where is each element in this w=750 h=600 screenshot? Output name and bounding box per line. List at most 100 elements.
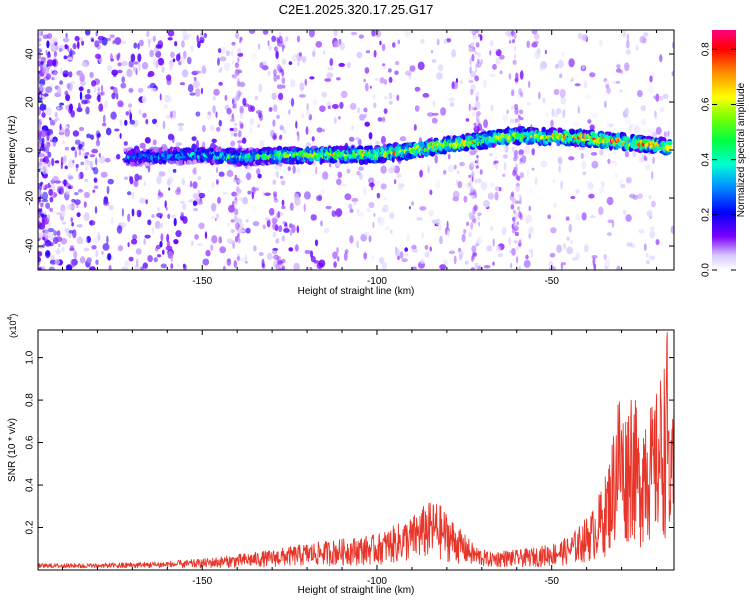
- colorbar-tick-label: 0.2: [701, 207, 712, 221]
- noise-blob: [41, 216, 45, 226]
- noise-blob: [422, 93, 430, 98]
- noise-blob: [383, 197, 387, 201]
- noise-blob: [344, 193, 352, 201]
- noise-blob: [468, 192, 474, 196]
- signal-blob: [276, 145, 283, 152]
- noise-blob: [106, 37, 112, 42]
- noise-blob: [281, 58, 287, 65]
- noise-blob: [110, 216, 114, 226]
- noise-blob: [38, 73, 41, 82]
- noise-blob: [453, 255, 457, 265]
- noise-blob: [91, 148, 99, 154]
- noise-blob: [331, 210, 337, 218]
- noise-blob: [577, 32, 583, 40]
- noise-blob: [96, 95, 99, 101]
- spectrogram-x-ticks: -150 -100 -50: [61, 30, 658, 287]
- noise-blob: [230, 229, 236, 234]
- noise-blob: [251, 191, 254, 200]
- noise-blob: [38, 208, 43, 213]
- noise-blob: [73, 250, 78, 260]
- noise-blob: [58, 44, 65, 52]
- noise-blob: [498, 253, 503, 258]
- noise-blob: [167, 37, 173, 41]
- noise-blob: [237, 188, 242, 194]
- noise-blob: [276, 114, 280, 120]
- noise-blob: [470, 267, 475, 270]
- noise-blob: [509, 36, 512, 43]
- noise-blob: [477, 265, 482, 270]
- noise-blob: [45, 49, 48, 56]
- noise-blob: [519, 172, 525, 179]
- noise-blob: [133, 179, 139, 188]
- noise-blob: [168, 187, 171, 191]
- noise-blob: [112, 40, 115, 45]
- noise-blob: [144, 137, 151, 144]
- noise-blob: [566, 246, 573, 255]
- noise-blob: [104, 157, 111, 163]
- snr-x-ticks: -150 -100 -50: [61, 330, 658, 587]
- noise-blob: [237, 179, 243, 184]
- spectrogram-y-ticks: -40 -20 0 20 40: [25, 48, 674, 253]
- noise-blob: [570, 78, 573, 83]
- noise-blob: [542, 97, 546, 104]
- noise-blob: [52, 210, 58, 215]
- noise-blob: [301, 113, 305, 118]
- signal-blob: [153, 146, 159, 153]
- noise-blob: [60, 185, 65, 195]
- noise-blob: [531, 167, 535, 171]
- noise-blob: [490, 104, 494, 112]
- noise-blob: [437, 64, 444, 72]
- noise-blob: [515, 184, 520, 192]
- noise-blob: [137, 53, 142, 62]
- noise-blob: [531, 148, 535, 156]
- noise-blob: [42, 34, 49, 39]
- noise-blob: [372, 93, 376, 100]
- noise-blob: [40, 115, 43, 123]
- noise-blob: [311, 136, 315, 142]
- noise-blob: [226, 258, 232, 266]
- noise-blob: [145, 199, 148, 205]
- noise-blob: [86, 133, 92, 139]
- noise-blob: [560, 51, 565, 57]
- noise-blob: [191, 136, 197, 142]
- noise-blob: [226, 107, 232, 115]
- noise-blob: [78, 126, 85, 132]
- noise-blob: [282, 220, 286, 225]
- figure-title: C2E1.2025.320.17.25.G17: [279, 2, 434, 17]
- noise-blob: [42, 148, 46, 152]
- noise-blob: [169, 63, 173, 72]
- noise-blob: [278, 35, 283, 44]
- noise-blob: [534, 176, 538, 186]
- noise-blob: [222, 191, 229, 195]
- noise-blob: [53, 119, 57, 124]
- noise-blob: [451, 49, 456, 58]
- noise-blob: [252, 204, 257, 214]
- noise-blob: [304, 78, 308, 86]
- noise-blob: [162, 249, 165, 255]
- spectrogram-y-label: Frequency (Hz): [7, 116, 18, 185]
- noise-blob: [176, 186, 181, 193]
- noise-blob: [217, 48, 222, 54]
- noise-blob: [257, 173, 262, 179]
- y-tick-label: 0.8: [25, 393, 36, 407]
- noise-blob: [326, 101, 332, 108]
- noise-blob: [209, 125, 215, 131]
- noise-blob: [476, 111, 481, 117]
- noise-blob: [366, 208, 372, 213]
- noise-blob: [417, 61, 425, 71]
- noise-blob: [189, 180, 193, 188]
- noise-blob: [649, 255, 656, 260]
- noise-blob: [622, 209, 627, 216]
- noise-blob: [571, 257, 577, 261]
- noise-blob: [267, 70, 271, 76]
- noise-blob: [56, 186, 64, 194]
- noise-blob: [197, 41, 201, 49]
- noise-blob: [40, 129, 47, 138]
- noise-blob: [56, 230, 61, 237]
- noise-blob: [38, 70, 41, 74]
- noise-blob: [195, 111, 201, 117]
- noise-blob: [278, 92, 284, 101]
- noise-blob: [527, 169, 529, 178]
- noise-blob: [368, 235, 372, 243]
- noise-blob: [59, 80, 63, 85]
